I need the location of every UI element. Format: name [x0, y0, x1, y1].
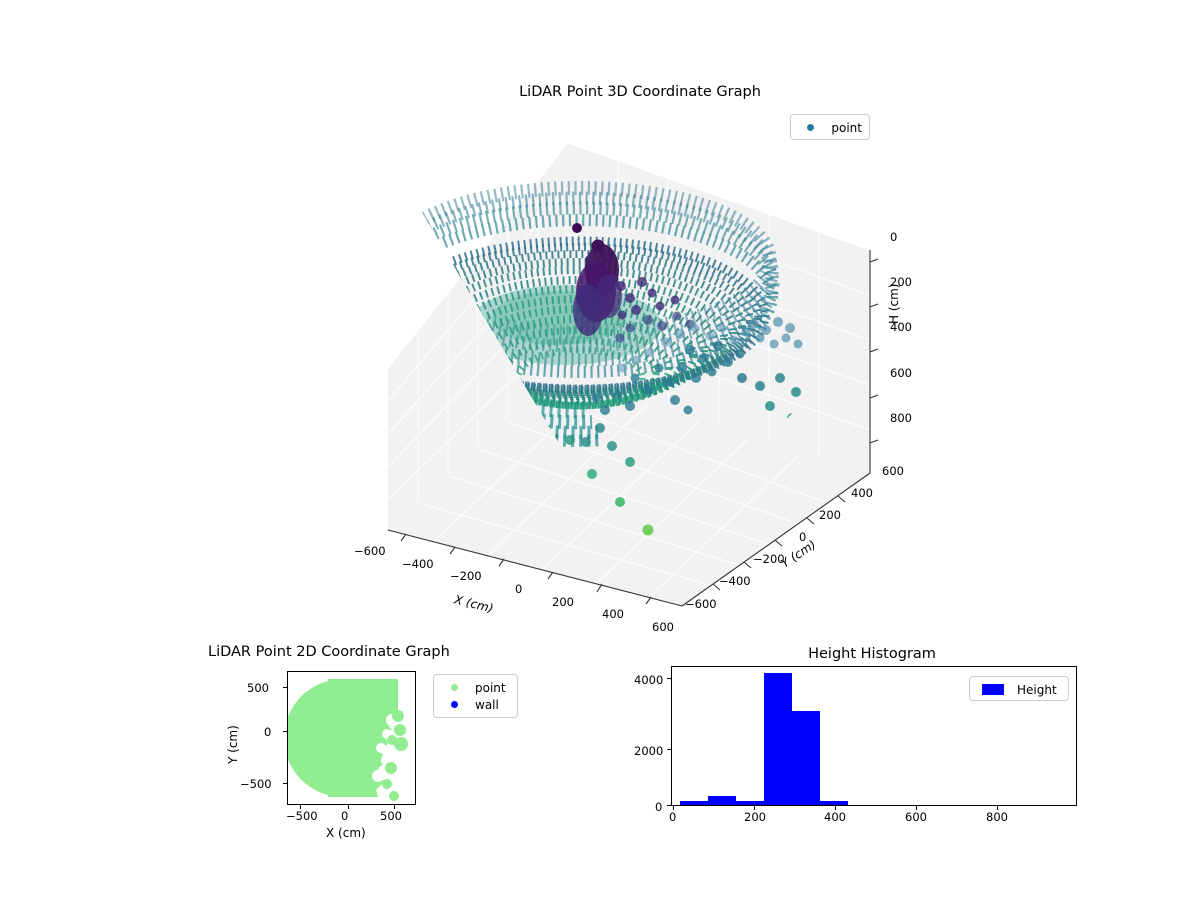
tickmark-y2d-2 [283, 783, 287, 784]
tick-xhist-0: 0 [669, 810, 677, 824]
tickmark-xhist-2 [835, 806, 836, 810]
cloud-mid-scatter-light [618, 323, 739, 373]
point-marker-icon [441, 684, 467, 691]
tick-x3d-3: 0 [515, 582, 523, 596]
point-marker-icon [798, 124, 823, 131]
tickmark-y2d-1 [283, 731, 287, 732]
tickmark-y2d-0 [283, 687, 287, 688]
tick-y3d-1: −400 [719, 574, 751, 588]
axes-histogram[interactable] [671, 666, 1077, 806]
tick-x3d-1: −400 [402, 557, 434, 571]
panel-hist-title: Height Histogram [808, 646, 936, 662]
tick-y2d-1: 0 [264, 725, 272, 739]
tick-x2d-2: 500 [380, 809, 402, 823]
tick-yhist-2: 4000 [634, 673, 664, 687]
tick-x2d-0: −500 [286, 809, 318, 823]
histogram-bars [680, 673, 848, 805]
tick-x3d-2: −200 [450, 569, 482, 583]
axis-label-h3d: H (cm) [887, 283, 901, 325]
legend-entry-wall-2d: wall [441, 696, 510, 713]
tick-y3d-0: −600 [685, 597, 717, 611]
cloud-right-band [741, 317, 803, 349]
tick-h3d-4: 800 [890, 411, 912, 425]
cloud-origin-cluster [572, 223, 695, 343]
axes-3d-canvas [385, 142, 879, 625]
tick-y3d-6: 600 [882, 464, 904, 478]
axis-label-x2d: X (cm) [326, 826, 366, 840]
scatter-2d-islands [382, 710, 408, 801]
wall-marker-icon [441, 701, 467, 708]
tickmark-xhist-4 [997, 806, 998, 810]
axes-2d[interactable] [287, 671, 416, 805]
legend-2d: point wall [433, 674, 518, 718]
tickmark-xhist-1 [754, 806, 755, 810]
legend-3d-label-point: point [831, 120, 862, 135]
axes-3d[interactable]: −600 −400 −200 0 200 400 600 X (cm) −600… [330, 110, 950, 634]
legend-2d-label-wall: wall [475, 697, 499, 712]
tick-x2d-1: 0 [341, 809, 349, 823]
tick-x3d-5: 400 [602, 607, 624, 621]
tick-xhist-4: 800 [986, 810, 1008, 824]
tickmark-xhist-0 [673, 806, 674, 810]
tickmark-yhist-1 [667, 749, 671, 750]
tick-h3d-0: 0 [890, 230, 898, 244]
tick-yhist-1: 2000 [634, 744, 664, 758]
height-bar-icon [977, 684, 1009, 695]
tickmark-yhist-2 [667, 678, 671, 679]
tickmark-x2d-1 [348, 805, 349, 809]
tick-h3d-1: 200 [890, 275, 912, 289]
legend-2d-label-point: point [475, 680, 506, 695]
tick-h3d-3: 600 [890, 366, 912, 380]
pane-left [387, 142, 569, 530]
cloud-mid-scatter [591, 341, 745, 415]
tick-y2d-0: 500 [247, 681, 269, 695]
tick-xhist-1: 200 [744, 810, 766, 824]
tick-y2d-2: −500 [240, 777, 272, 791]
tick-x3d-0: −600 [354, 544, 386, 558]
tick-x3d-6: 600 [652, 620, 674, 634]
legend-histogram: Height [969, 676, 1069, 701]
tickmark-x2d-2 [394, 805, 395, 809]
tickmark-x2d-0 [300, 805, 301, 809]
tick-y3d-3: 0 [799, 530, 807, 544]
legend-entry-point-2d: point [441, 679, 510, 696]
tickmark-xhist-3 [916, 806, 917, 810]
tick-h3d-2: 400 [890, 320, 912, 334]
tickmark-yhist-0 [667, 805, 671, 806]
tick-y3d-2: −200 [753, 552, 785, 566]
pointcloud-3d [385, 181, 835, 536]
tick-xhist-2: 400 [824, 810, 846, 824]
legend-hist-label-height: Height [1017, 682, 1057, 697]
tick-y3d-4: 200 [819, 508, 841, 522]
tick-xhist-3: 600 [905, 810, 927, 824]
legend-3d: point [790, 114, 870, 140]
tick-y3d-5: 400 [851, 486, 873, 500]
axis-label-y2d: Y (cm) [226, 725, 240, 764]
panel-3d-title: LiDAR Point 3D Coordinate Graph [519, 84, 761, 100]
panel-2d-title: LiDAR Point 2D Coordinate Graph [208, 644, 450, 660]
legend-entry-point: point [798, 119, 862, 136]
scatter-2d-points [288, 679, 402, 797]
scatter-2d-canvas [288, 679, 415, 804]
tick-yhist-0: 0 [655, 800, 663, 814]
legend-entry-height: Height [977, 681, 1061, 698]
tick-x3d-4: 200 [552, 595, 574, 609]
histogram-canvas [680, 673, 848, 805]
